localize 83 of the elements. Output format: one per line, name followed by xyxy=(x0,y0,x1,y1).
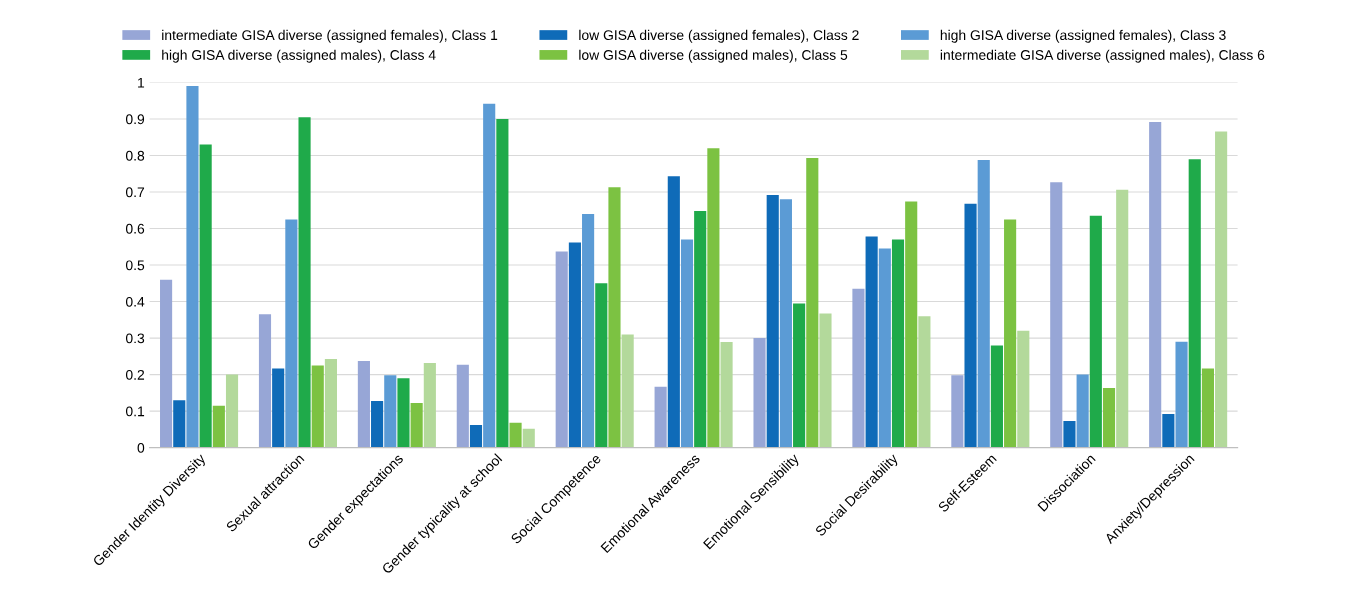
bar xyxy=(707,148,720,448)
legend-label: high GISA diverse (assigned males), Class 4 xyxy=(162,49,436,63)
legend-label: intermediate GISA diverse (assigned males), Class 6 xyxy=(940,49,1265,63)
bar xyxy=(951,375,964,448)
bar xyxy=(509,422,522,448)
bar xyxy=(212,405,225,448)
y-tick-label: 0.8 xyxy=(125,150,145,161)
y-tick-label: 0.2 xyxy=(125,369,145,380)
bar xyxy=(1175,341,1188,448)
bar xyxy=(522,428,535,448)
y-tick-label: 0.9 xyxy=(125,114,145,125)
y-tick-label: 0.5 xyxy=(125,260,145,271)
bar xyxy=(410,403,423,448)
bar xyxy=(357,361,370,448)
bar xyxy=(1102,388,1116,448)
legend-label: low GISA diverse (assigned females), Class 2 xyxy=(579,29,859,43)
bar xyxy=(199,144,212,448)
bar xyxy=(667,176,680,448)
bar xyxy=(298,117,311,448)
y-tick-label: 0.6 xyxy=(125,223,145,234)
bar xyxy=(496,118,509,448)
bar xyxy=(423,362,436,448)
bar xyxy=(311,365,324,448)
bar xyxy=(852,288,865,448)
bar xyxy=(555,251,568,448)
bar xyxy=(568,242,581,448)
bar xyxy=(918,316,931,448)
bar xyxy=(878,248,891,448)
bar xyxy=(1017,330,1030,448)
bar xyxy=(1050,182,1063,448)
bar xyxy=(720,342,733,448)
bar xyxy=(977,159,990,448)
bar xyxy=(285,219,298,448)
bar xyxy=(819,313,832,448)
y-tick-label: 0.4 xyxy=(125,296,145,307)
bar xyxy=(753,338,766,448)
bar xyxy=(384,375,397,448)
bar xyxy=(1215,131,1228,448)
bar xyxy=(371,400,384,448)
bar xyxy=(654,386,667,448)
bar xyxy=(483,103,496,448)
bar xyxy=(891,239,905,448)
bar xyxy=(324,358,337,448)
bar xyxy=(793,303,806,448)
bar xyxy=(258,314,272,448)
y-tick-label: 0 xyxy=(137,442,145,453)
bar xyxy=(1116,189,1129,448)
bar xyxy=(1089,215,1102,448)
bar xyxy=(1201,368,1214,448)
bar xyxy=(608,187,621,448)
bar xyxy=(160,279,173,448)
bar xyxy=(1162,414,1175,448)
bar xyxy=(694,211,707,448)
bar xyxy=(582,213,595,448)
bar xyxy=(865,236,878,448)
bar xyxy=(621,334,634,448)
bar xyxy=(1063,420,1076,448)
legend-label: high GISA diverse (assigned females), Class 3 xyxy=(940,29,1226,43)
bar xyxy=(905,201,918,448)
bar xyxy=(990,345,1003,448)
bar xyxy=(1076,374,1089,448)
bar xyxy=(1149,121,1162,448)
bar xyxy=(595,283,608,448)
bar xyxy=(680,239,694,448)
bar xyxy=(766,194,779,448)
legend-label: intermediate GISA diverse (assigned females), Class 1 xyxy=(162,29,498,43)
bar xyxy=(1188,159,1201,448)
bar xyxy=(272,368,285,448)
bar xyxy=(456,364,469,448)
bar xyxy=(469,425,483,448)
y-tick-label: 0.7 xyxy=(125,187,145,198)
bar xyxy=(964,203,977,448)
y-tick-label: 0.3 xyxy=(125,333,145,344)
bar xyxy=(779,199,792,448)
bar xyxy=(186,86,199,448)
bar xyxy=(1004,219,1017,448)
bar xyxy=(397,378,410,448)
bar xyxy=(225,374,239,448)
y-tick-label: 0.1 xyxy=(125,406,145,417)
y-tick-label: 1 xyxy=(138,77,145,88)
bar xyxy=(173,400,186,448)
legend-label: low GISA diverse (assigned males), Class 5 xyxy=(579,49,848,63)
bar xyxy=(806,158,819,448)
